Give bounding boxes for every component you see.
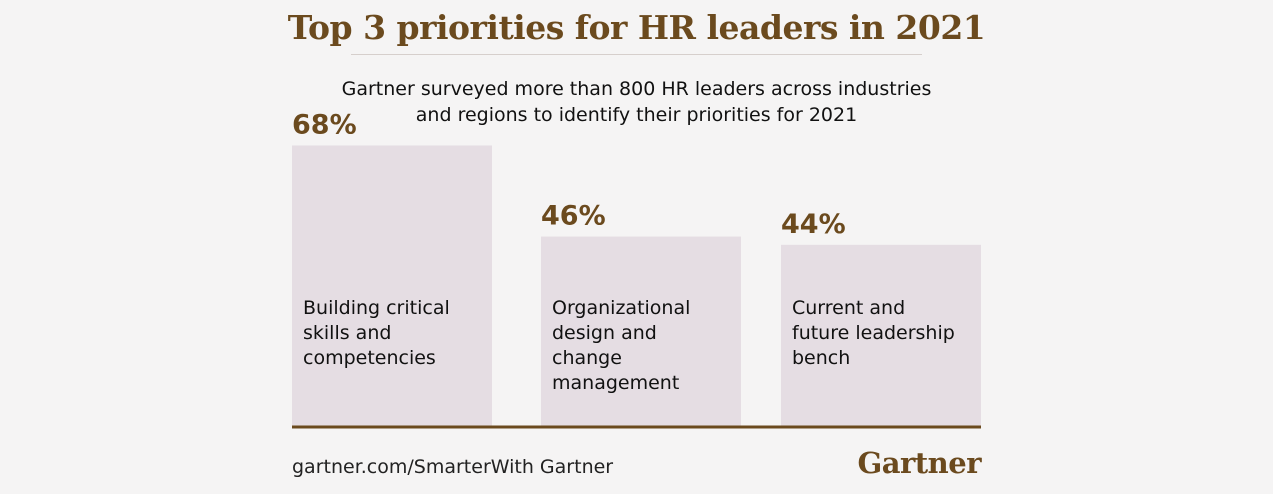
category-label-line: Current and (792, 297, 905, 319)
subtitle-line: and regions to identify their priorities… (415, 104, 858, 126)
bar (292, 145, 492, 428)
category-label-line: change (552, 347, 622, 369)
category-label-line: bench (792, 347, 850, 369)
category-label-line: Organizational (552, 297, 690, 319)
gartner-logo: Gartner (857, 446, 981, 480)
category-label: Current and future leadership bench (792, 297, 955, 369)
value-label: 46% (541, 201, 606, 232)
bar (541, 236, 741, 427)
chart-title: Top 3 priorities for HR leaders in 2021 (287, 8, 986, 47)
value-label: 44% (781, 209, 846, 240)
category-label-line: design and (552, 322, 657, 344)
category-label-line: management (552, 372, 679, 394)
category-label: Building critical skills and competencies (303, 297, 450, 369)
value-label: 68% (292, 109, 357, 140)
subtitle-line: Gartner surveyed more than 800 HR leader… (341, 78, 932, 100)
category-label-line: competencies (303, 347, 436, 369)
source-url: gartner.com/SmarterWith Gartner (292, 456, 614, 478)
bar (781, 244, 981, 427)
category-label-line: Building critical (303, 297, 450, 319)
category-label: Organizational design and change management (552, 297, 690, 394)
category-label-line: skills and (303, 322, 391, 344)
category-label-line: future leadership (792, 322, 955, 344)
chart-subtitle: Gartner surveyed more than 800 HR leader… (0, 76, 1273, 128)
title-underline (351, 54, 922, 55)
